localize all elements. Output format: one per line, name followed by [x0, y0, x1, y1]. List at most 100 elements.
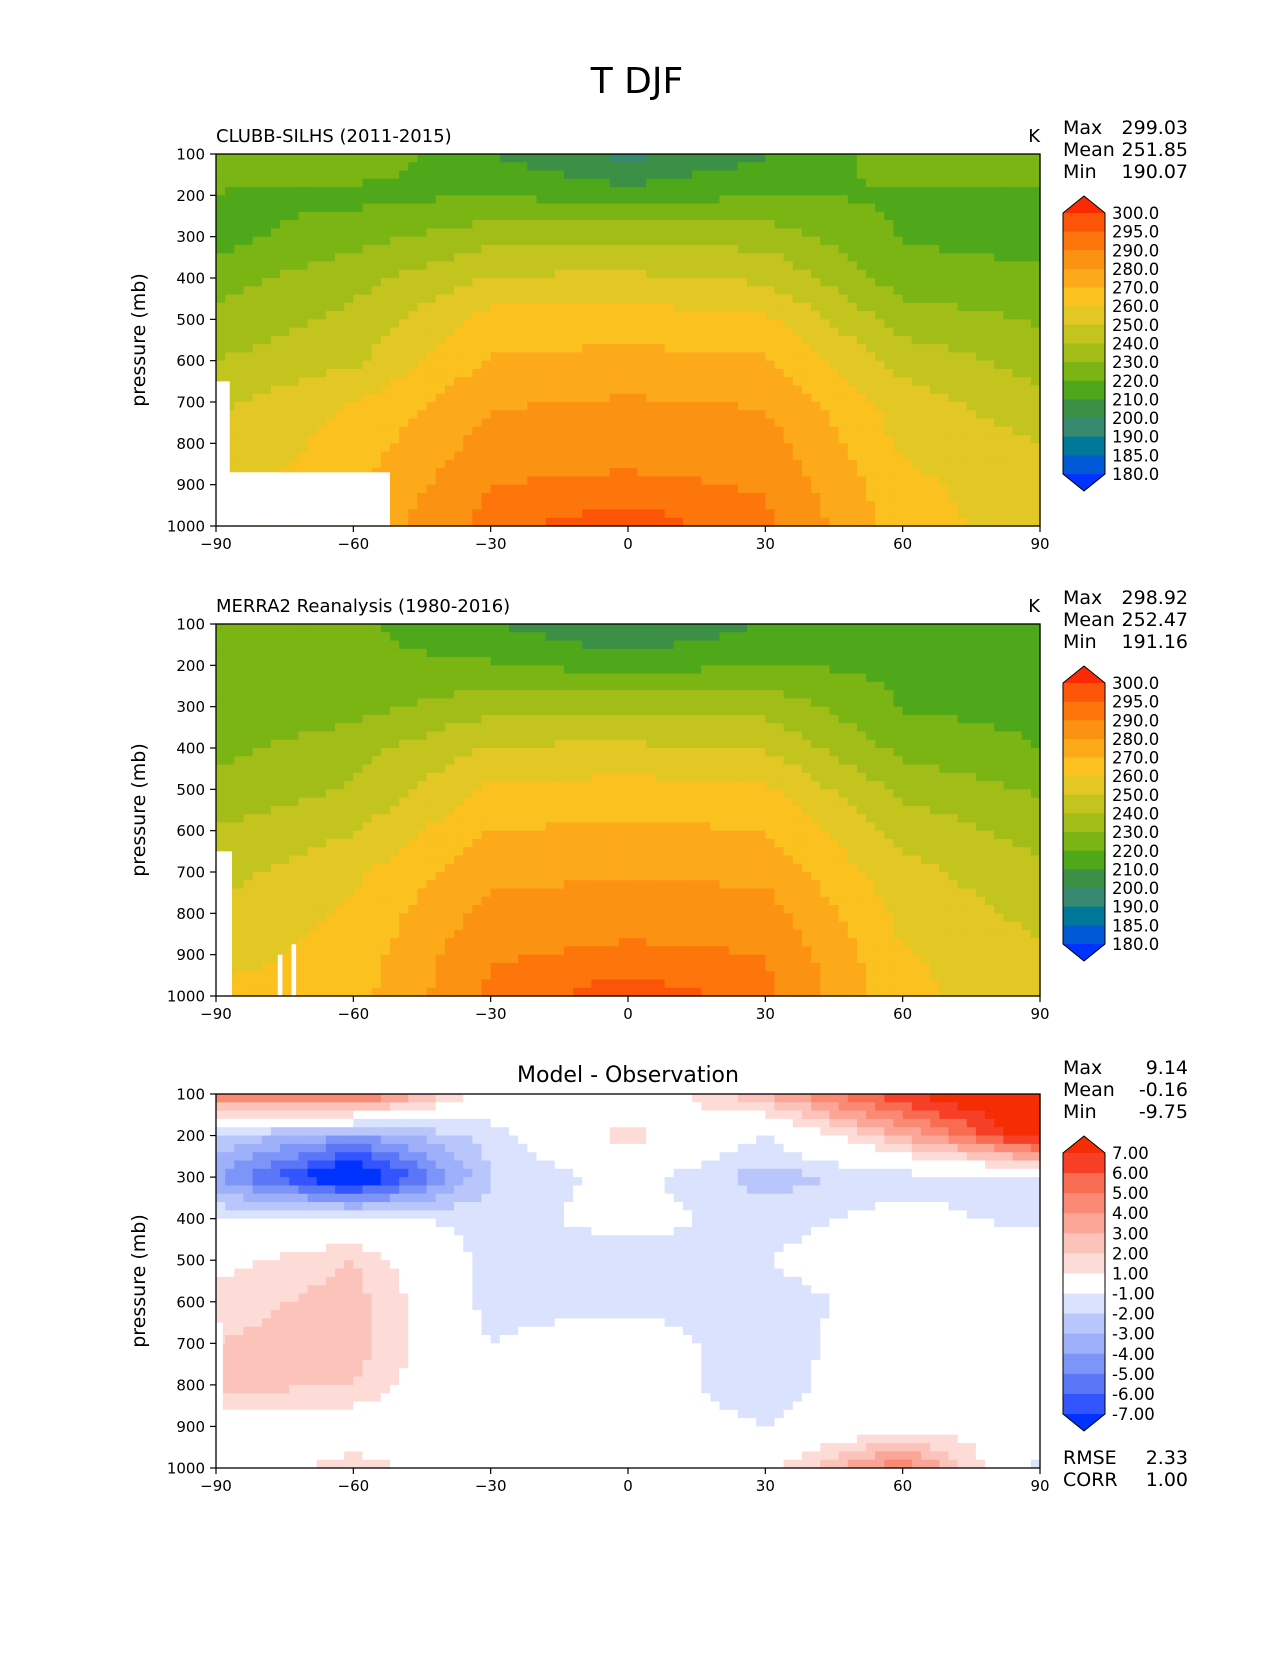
heatmap-cell [784, 501, 794, 510]
heatmap-cell [243, 657, 253, 666]
heatmap-cell [509, 624, 519, 633]
heatmap-cell [262, 228, 272, 237]
heatmap-cell [948, 270, 958, 279]
missing-data-area [216, 381, 230, 526]
heatmap-cell [875, 674, 885, 683]
heatmap-cell [994, 649, 1004, 658]
heatmap-cell [655, 649, 665, 658]
heatmap-cell [546, 377, 556, 386]
heatmap-cell [527, 394, 537, 403]
heatmap-cell [857, 295, 867, 304]
heatmap-cell [994, 336, 1004, 345]
heatmap-cell [765, 344, 775, 353]
heatmap-cell [234, 665, 244, 674]
heatmap-cell [362, 632, 372, 641]
heatmap-cell [875, 493, 885, 502]
heatmap-cell [619, 212, 629, 221]
heatmap-cell [1022, 385, 1032, 394]
heatmap-cell [216, 319, 226, 328]
heatmap-cell [857, 485, 867, 494]
heatmap-cell [353, 665, 363, 674]
heatmap-cell [564, 212, 574, 221]
heatmap-cell [610, 179, 620, 188]
heatmap-cell [573, 195, 583, 204]
heatmap-cell [765, 261, 775, 270]
heatmap-cell [582, 245, 592, 254]
heatmap-cell [1022, 179, 1032, 188]
heatmap-cell [564, 485, 574, 494]
heatmap-cell [701, 435, 711, 444]
heatmap-cell [463, 245, 473, 254]
heatmap-cell [774, 394, 784, 403]
heatmap-cell [417, 632, 427, 641]
heatmap-cell [738, 509, 748, 518]
heatmap-cell [701, 690, 711, 699]
heatmap-cell [912, 468, 922, 477]
heatmap-cell [976, 493, 986, 502]
heatmap-cell [582, 303, 592, 312]
heatmap-cell [829, 261, 839, 270]
heatmap-cell [326, 154, 336, 163]
heatmap-cell [866, 690, 876, 699]
heatmap-cell [646, 698, 656, 707]
heatmap-cell [500, 460, 510, 469]
heatmap-cell [463, 295, 473, 304]
heatmap-cell [646, 468, 656, 477]
heatmap-cell [573, 245, 583, 254]
heatmap-cell [243, 344, 253, 353]
heatmap-cell [985, 690, 995, 699]
heatmap-cell [491, 336, 501, 345]
heatmap-cell [1013, 195, 1023, 204]
heatmap-cell [417, 179, 427, 188]
heatmap-cell [903, 303, 913, 312]
heatmap-cell [720, 286, 730, 295]
heatmap-cell [802, 632, 812, 641]
heatmap-cell [839, 154, 849, 163]
heatmap-cell [1031, 286, 1041, 295]
heatmap-cell [811, 220, 821, 229]
colorbar-segment [1063, 288, 1105, 307]
heatmap-cell [317, 624, 327, 633]
heatmap-cell [747, 649, 757, 658]
heatmap-cell [720, 624, 730, 633]
heatmap-cell [536, 452, 546, 461]
heatmap-cell [1031, 171, 1041, 180]
heatmap-cell [1013, 674, 1023, 683]
heatmap-cell [344, 212, 354, 221]
heatmap-cell [381, 253, 391, 262]
heatmap-cell [820, 443, 830, 452]
heatmap-cell [271, 665, 281, 674]
heatmap-cell [958, 344, 968, 353]
heatmap-cell [225, 319, 235, 328]
heatmap-cell [436, 641, 446, 650]
heatmap-cell [344, 237, 354, 246]
heatmap-cell [674, 352, 684, 361]
heatmap-cell [216, 261, 226, 270]
heatmap-cell [793, 295, 803, 304]
heatmap-cell [894, 443, 904, 452]
heatmap-cell [939, 657, 949, 666]
heatmap-cell [509, 336, 519, 345]
heatmap-cell [921, 435, 931, 444]
heatmap-cell [436, 336, 446, 345]
heatmap-cell [225, 624, 235, 633]
heatmap-cell [665, 460, 675, 469]
heatmap-cell [280, 228, 290, 237]
heatmap-cell [866, 509, 876, 518]
heatmap-cell [280, 171, 290, 180]
heatmap-cell [930, 476, 940, 485]
heatmap-cell [298, 690, 308, 699]
heatmap-cell [784, 427, 794, 436]
heatmap-cell [729, 154, 739, 163]
heatmap-cell [527, 295, 537, 304]
heatmap-cell [381, 369, 391, 378]
heatmap-cell [701, 303, 711, 312]
heatmap-cell [619, 476, 629, 485]
heatmap-cell [829, 253, 839, 262]
heatmap-cell [765, 649, 775, 658]
heatmap-cell [536, 187, 546, 196]
heatmap-cell [802, 369, 812, 378]
heatmap-cell [527, 162, 537, 171]
heatmap-cell [839, 195, 849, 204]
heatmap-cell [610, 154, 620, 163]
